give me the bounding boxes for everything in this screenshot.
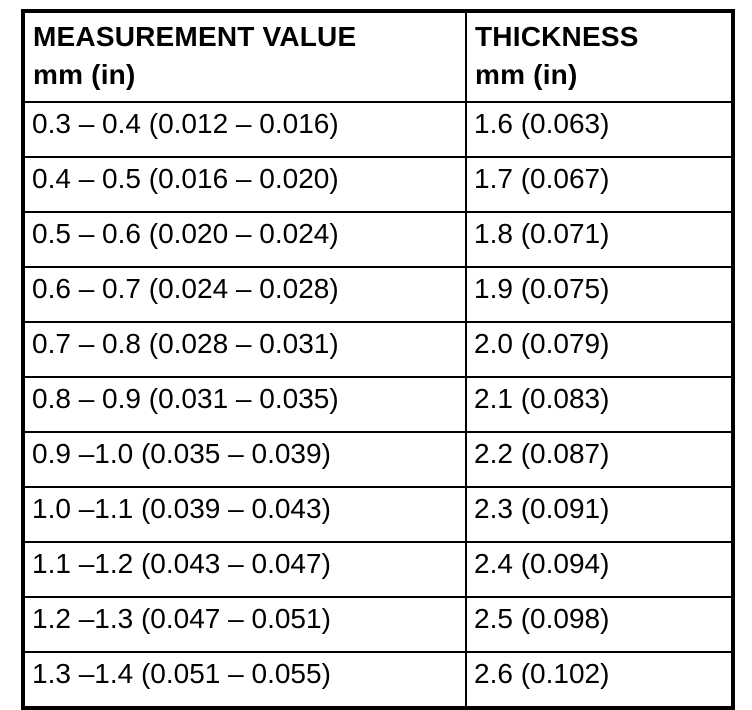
header-measurement-title: MEASUREMENT VALUE <box>33 21 357 52</box>
table-row: 0.5 – 0.6 (0.020 – 0.024) 1.8 (0.071) <box>22 211 734 268</box>
header-row: MEASUREMENT VALUE mm (in) THICKNESS mm (… <box>22 10 734 103</box>
thickness-cell: 2.3 (0.091) <box>465 486 734 543</box>
thickness-cell: 2.4 (0.094) <box>465 541 734 598</box>
thickness-cell: 2.2 (0.087) <box>465 431 734 488</box>
thickness-cell: 1.9 (0.075) <box>465 266 734 323</box>
header-thickness-title: THICKNESS <box>475 21 639 52</box>
table-row: 0.9 –1.0 (0.035 – 0.039) 2.2 (0.087) <box>22 431 734 488</box>
table-row: 0.7 – 0.8 (0.028 – 0.031) 2.0 (0.079) <box>22 321 734 378</box>
measurement-value-cell: 0.7 – 0.8 (0.028 – 0.031) <box>22 321 467 378</box>
table-row: 0.6 – 0.7 (0.024 – 0.028) 1.9 (0.075) <box>22 266 734 323</box>
table-row: 1.3 –1.4 (0.051 – 0.055) 2.6 (0.102) <box>22 651 734 709</box>
thickness-cell: 1.8 (0.071) <box>465 211 734 268</box>
measurement-value-cell: 0.5 – 0.6 (0.020 – 0.024) <box>22 211 467 268</box>
thickness-cell: 2.6 (0.102) <box>465 651 734 709</box>
table-row: 1.0 –1.1 (0.039 – 0.043) 2.3 (0.091) <box>22 486 734 543</box>
thickness-cell: 1.6 (0.063) <box>465 101 734 158</box>
measurement-value-cell: 0.9 –1.0 (0.035 – 0.039) <box>22 431 467 488</box>
thickness-cell: 2.0 (0.079) <box>465 321 734 378</box>
header-thickness-unit: mm (in) <box>475 59 578 90</box>
header-cell-measurement-value: MEASUREMENT VALUE mm (in) <box>22 10 467 103</box>
table-header: MEASUREMENT VALUE mm (in) THICKNESS mm (… <box>22 10 734 103</box>
header-cell-thickness: THICKNESS mm (in) <box>465 10 734 103</box>
measurement-value-cell: 0.4 – 0.5 (0.016 – 0.020) <box>22 156 467 213</box>
table-row: 0.8 – 0.9 (0.031 – 0.035) 2.1 (0.083) <box>22 376 734 433</box>
thickness-cell: 1.7 (0.067) <box>465 156 734 213</box>
measurement-value-cell: 0.3 – 0.4 (0.012 – 0.016) <box>22 101 467 158</box>
table-body: 0.3 – 0.4 (0.012 – 0.016) 1.6 (0.063) 0.… <box>22 101 734 709</box>
header-measurement-unit: mm (in) <box>33 59 136 90</box>
measurement-value-cell: 1.3 –1.4 (0.051 – 0.055) <box>22 651 467 709</box>
table-row: 0.3 – 0.4 (0.012 – 0.016) 1.6 (0.063) <box>22 101 734 158</box>
measurement-value-cell: 0.8 – 0.9 (0.031 – 0.035) <box>22 376 467 433</box>
measurement-value-cell: 1.0 –1.1 (0.039 – 0.043) <box>22 486 467 543</box>
table-row: 1.1 –1.2 (0.043 – 0.047) 2.4 (0.094) <box>22 541 734 598</box>
thickness-cell: 2.5 (0.098) <box>465 596 734 653</box>
measurement-value-cell: 0.6 – 0.7 (0.024 – 0.028) <box>22 266 467 323</box>
measurement-value-cell: 1.1 –1.2 (0.043 – 0.047) <box>22 541 467 598</box>
measurement-value-cell: 1.2 –1.3 (0.047 – 0.051) <box>22 596 467 653</box>
measurement-thickness-table: MEASUREMENT VALUE mm (in) THICKNESS mm (… <box>21 9 735 710</box>
thickness-cell: 2.1 (0.083) <box>465 376 734 433</box>
table-row: 1.2 –1.3 (0.047 – 0.051) 2.5 (0.098) <box>22 596 734 653</box>
table-row: 0.4 – 0.5 (0.016 – 0.020) 1.7 (0.067) <box>22 156 734 213</box>
